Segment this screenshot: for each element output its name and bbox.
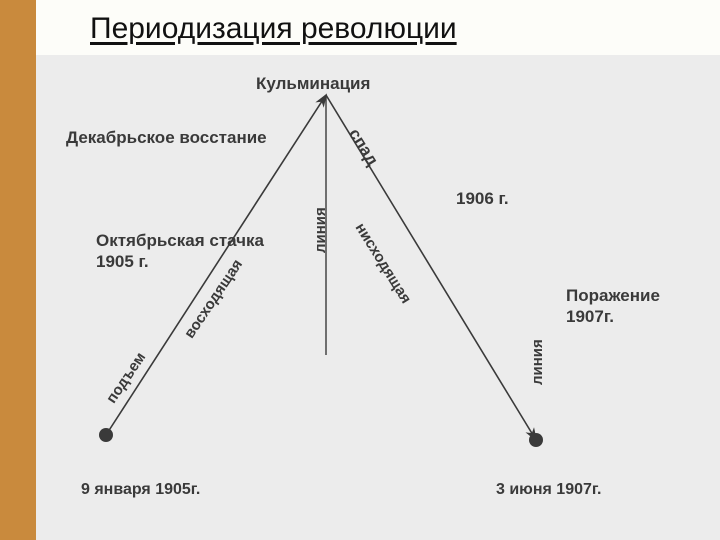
label-defeat: Поражение 1907г. [566,285,660,328]
label-line-2: линия [529,339,546,385]
revolution-diagram: Кульминация Декабрьское восстание Октябр… [36,55,720,540]
label-end-date: 3 июня 1907г. [496,480,601,500]
label-culmination: Кульминация [256,73,370,94]
start-point [99,428,113,442]
label-1906: 1906 г. [456,188,509,209]
end-point [529,433,543,447]
label-line-1: линия [312,207,329,253]
slide-accent-bar [0,0,36,540]
slide-title: Периодизация революции [90,12,457,46]
label-december-uprising: Декабрьское восстание [66,127,267,148]
label-start-date: 9 января 1905г. [81,480,200,500]
